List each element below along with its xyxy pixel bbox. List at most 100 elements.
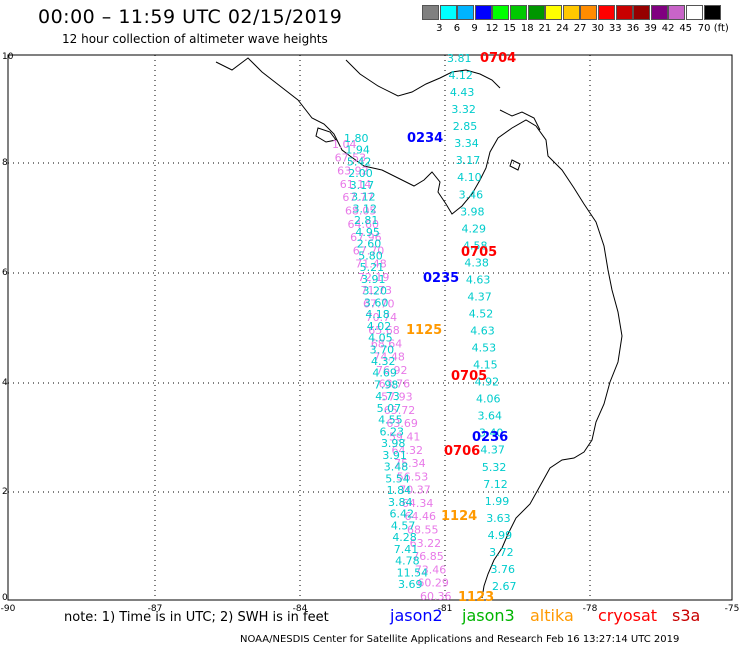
wave-height-value: 67.70 — [353, 244, 385, 257]
wave-height-value: 76.85 — [412, 550, 444, 563]
wave-height-value: 2.81 — [354, 214, 379, 227]
wave-height-value: 4.78 — [395, 555, 420, 568]
orbit-time-label: 0705 — [451, 369, 487, 384]
wave-height-value: 4.92 — [475, 376, 500, 389]
wave-height-value: 5.07 — [377, 402, 402, 415]
wave-height-value: 3.34 — [454, 137, 479, 150]
wave-height-value: 70.74 — [366, 311, 398, 324]
footer-credit: NOAA/NESDIS Center for Satellite Applica… — [240, 634, 680, 645]
legend-label: 39 — [644, 23, 657, 34]
wave-height-value: 4.73 — [375, 390, 400, 403]
satellite-label: cryosat — [598, 606, 658, 625]
legend-swatch — [633, 5, 651, 20]
wave-height-value: 68.55 — [407, 524, 439, 537]
wave-height-value: 3.46 — [459, 188, 484, 201]
satellite-label: jason3 — [462, 606, 515, 625]
wave-height-value: 4.32 — [371, 355, 396, 368]
wave-height-value: 4.52 — [469, 307, 494, 320]
wave-height-value: 3.48 — [384, 461, 409, 474]
legend-label: 18 — [520, 23, 534, 34]
wave-height-value: 1.04 — [332, 138, 357, 151]
orbit-time-label: 0234 — [407, 131, 443, 146]
wave-height-value: 3.91 — [361, 273, 386, 286]
wave-height-value: 3.98 — [381, 437, 406, 450]
legend-swatch — [615, 5, 633, 20]
wave-height-value: 3.70 — [370, 343, 395, 356]
wave-height-value: 4.29 — [462, 222, 487, 235]
satellite-label: s3a — [672, 606, 701, 625]
wave-height-value: 4.37 — [480, 444, 505, 457]
legend-label: 30 — [591, 23, 605, 34]
wave-height-value: 4.58 — [463, 239, 488, 252]
coastline-north — [345, 59, 501, 97]
coastline-gulf — [499, 109, 541, 131]
x-tick-label: -90 — [1, 604, 16, 614]
y-tick-label: 8 — [2, 158, 8, 168]
y-tick-label: 6 — [2, 268, 8, 278]
orbit-time-label: 0235 — [423, 271, 459, 286]
legend-swatch — [439, 5, 457, 20]
wave-height-value: 2.67 — [492, 580, 517, 593]
wave-height-value: 68.64 — [371, 337, 403, 350]
wave-height-value: 3.84 — [388, 496, 413, 509]
legend-label: 3 — [436, 23, 443, 34]
wave-height-value: 4.63 — [470, 325, 495, 338]
x-tick-label: -84 — [293, 604, 308, 614]
wave-height-value: 64.46 — [404, 510, 436, 523]
wave-height-value: 67.96 — [350, 231, 382, 244]
legend-swatch — [598, 5, 615, 20]
wave-height-value: 3.76 — [491, 563, 516, 576]
wave-height-value: 4.43 — [450, 86, 475, 99]
wave-height-value: 4.55 — [378, 414, 403, 427]
wave-height-value: 5.54 — [385, 472, 410, 485]
wave-height-value: 56.53 — [397, 470, 429, 483]
satellite-label: jason2 — [390, 606, 443, 625]
legend-swatch — [686, 5, 703, 20]
wave-height-value: 5.21 — [360, 261, 385, 274]
wave-height-value: 4.37 — [467, 290, 492, 303]
wave-height-value: 72.19 — [358, 271, 390, 284]
orbit-time-label: 1125 — [406, 323, 442, 338]
legend-label: 70 (ft) — [697, 23, 729, 34]
wave-height-value: 63.69 — [386, 417, 418, 430]
wave-height-value: 57.93 — [381, 391, 413, 404]
x-tick-label: -75 — [725, 604, 740, 614]
wave-height-value: 4.95 — [355, 226, 380, 239]
legend-label: 24 — [556, 23, 569, 34]
wave-height-value: 64.32 — [392, 444, 424, 457]
legend-swatch — [545, 5, 563, 20]
satellite-label: altika — [530, 606, 574, 625]
wave-height-value: 4.02 — [367, 320, 392, 333]
legend-swatch — [650, 5, 668, 20]
wave-height-value: 4.63 — [466, 273, 491, 286]
map-subtitle: 12 hour collection of altimeter wave hei… — [62, 32, 328, 46]
wave-height-value: 68.05 — [345, 204, 377, 217]
wave-height-value: 5.42 — [347, 155, 372, 168]
legend-label: 42 — [661, 23, 675, 34]
wave-height-value: 71.73 — [360, 284, 392, 297]
wave-height-value: 4.53 — [472, 342, 497, 355]
wave-height-value: 1.80 — [344, 132, 369, 145]
legend-label: 6 — [453, 23, 461, 34]
wave-height-value: 7.98 — [374, 378, 399, 391]
x-tick-label: -81 — [438, 604, 453, 614]
legend-swatch — [703, 5, 721, 20]
footer-note: note: 1) Time is in UTC; 2) SWH is in fe… — [64, 610, 329, 625]
wave-height-value: 67.70 — [363, 298, 395, 311]
legend-swatch — [422, 5, 439, 20]
x-tick-label: -87 — [148, 604, 163, 614]
wave-height-value: 3.63 — [486, 512, 511, 525]
wave-height-value: 5.32 — [482, 461, 507, 474]
legend-swatch — [580, 5, 598, 20]
wave-height-value: 3.17 — [456, 154, 481, 167]
wave-height-value: 7.41 — [394, 543, 419, 556]
x-tick-label: -78 — [583, 604, 598, 614]
wave-height-value: 73.46 — [415, 563, 447, 576]
wave-height-value: 63.22 — [410, 537, 442, 550]
wave-height-value: 3.20 — [362, 285, 387, 298]
wave-height-value: 3.40 — [479, 427, 504, 440]
wave-height-value: 74.48 — [373, 351, 405, 364]
wave-height-value: 7.12 — [483, 478, 508, 491]
wave-height-value: 1.94 — [345, 144, 370, 157]
